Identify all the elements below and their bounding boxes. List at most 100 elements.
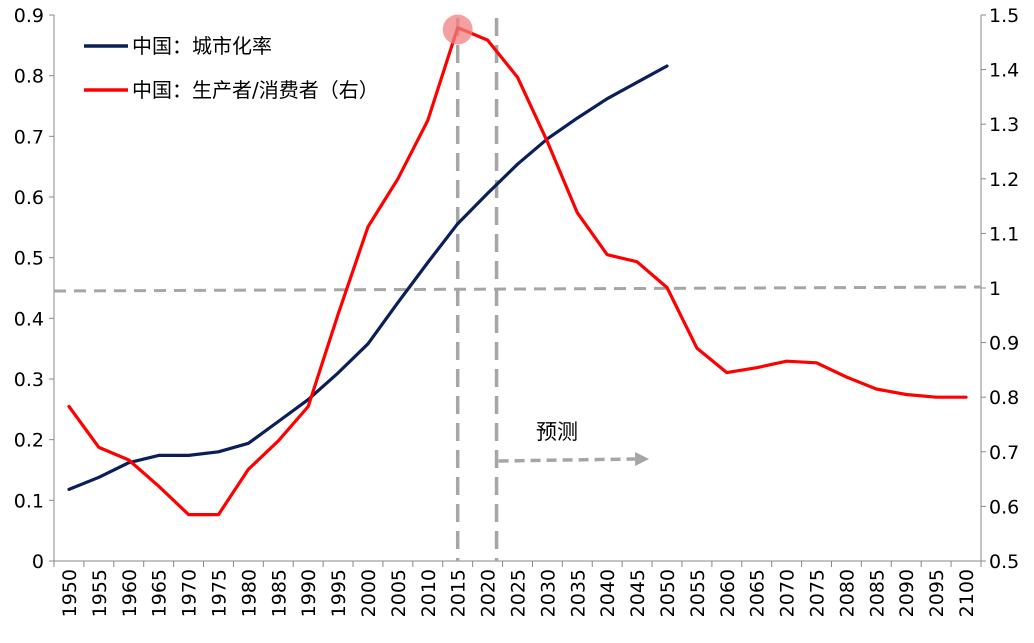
data-point xyxy=(187,454,190,457)
y-left-tick-label: 0.1 xyxy=(14,490,44,512)
reference-lines xyxy=(53,18,982,561)
y-left-tick-label: 0.8 xyxy=(14,66,44,88)
data-point xyxy=(426,261,429,264)
x-tick-label: 2070 xyxy=(777,569,799,617)
forecast-annotation: 预测 xyxy=(498,420,650,466)
y-left-tick-label: 0 xyxy=(32,551,44,573)
data-point xyxy=(426,119,429,122)
data-point xyxy=(665,286,669,289)
axes: 0 0.1 0.2 0.3 0.4 0.5 0.6 0.7 0.8 0.9 0.5 0.6 0.7 0.8… xyxy=(14,5,1019,617)
data-point xyxy=(665,64,669,68)
y-right-tick-label: 0.5 xyxy=(989,551,1019,573)
x-tick-label: 2005 xyxy=(388,569,410,617)
data-point xyxy=(905,393,908,396)
legend-label-urbanization: 中国：城市化率 xyxy=(132,34,272,58)
x-tick-label: 1980 xyxy=(238,569,260,617)
data-point xyxy=(247,442,250,445)
data-point xyxy=(67,488,71,491)
y-left-tick-label: 0.4 xyxy=(14,308,44,330)
x-tick-label: 1970 xyxy=(179,569,201,617)
y-left-tick-label: 0.3 xyxy=(14,369,44,391)
x-tick-label: 2095 xyxy=(926,569,948,617)
y-right-tick-label: 0.6 xyxy=(989,496,1019,518)
data-point xyxy=(67,405,71,408)
data-point xyxy=(366,225,370,229)
x-tick-label: 1985 xyxy=(268,569,290,617)
data-point xyxy=(964,396,968,399)
y-left-tick-label: 0.9 xyxy=(14,5,44,27)
forecast-arrow-line xyxy=(498,457,636,463)
data-point xyxy=(635,81,639,84)
data-point xyxy=(546,140,549,143)
x-tick-label: 1960 xyxy=(119,569,141,617)
y-left-tick-label: 0.2 xyxy=(14,430,44,452)
data-point xyxy=(97,446,101,449)
y-left-tick-label: 0.5 xyxy=(14,248,44,270)
forecast-arrow-head xyxy=(635,451,650,466)
data-point xyxy=(277,439,280,443)
x-tick-label: 1965 xyxy=(149,569,171,617)
data-point xyxy=(366,342,370,346)
data-point xyxy=(576,116,579,120)
y-left-tick-label: 0.7 xyxy=(14,126,44,148)
x-tick-label: 1995 xyxy=(328,569,350,617)
data-point xyxy=(934,396,938,399)
x-tick-label: 2055 xyxy=(687,569,709,617)
data-point xyxy=(516,163,519,166)
x-tick-label: 2085 xyxy=(866,569,888,617)
data-point xyxy=(247,468,250,471)
data-point xyxy=(217,450,220,453)
data-point xyxy=(306,405,310,408)
data-point xyxy=(606,253,609,256)
data-point xyxy=(277,420,280,423)
forecast-label: 预测 xyxy=(536,420,578,444)
data-point xyxy=(486,38,489,42)
data-point xyxy=(187,513,190,516)
data-point xyxy=(516,76,519,79)
x-tick-label: 2080 xyxy=(836,569,858,617)
data-point xyxy=(875,387,878,391)
x-tick-label: 1975 xyxy=(208,569,230,617)
x-tick-label: 2050 xyxy=(657,569,679,617)
x-tick-label: 1950 xyxy=(59,569,81,617)
data-point xyxy=(576,211,579,214)
ref-line-horizontal xyxy=(53,285,982,293)
y-right-tick-label: 0.9 xyxy=(989,333,1019,355)
x-tick-label: 2060 xyxy=(717,569,739,617)
y-left-tick-label: 0.6 xyxy=(14,187,44,209)
y-right-tick-label: 1.1 xyxy=(989,223,1019,245)
legend-label-producer-consumer: 中国：生产者/消费者（右） xyxy=(132,78,379,102)
data-point xyxy=(336,313,340,316)
data-point xyxy=(845,375,848,379)
data-point xyxy=(635,260,639,263)
data-point xyxy=(127,458,130,462)
y-right-tick-label: 1.3 xyxy=(989,114,1019,136)
data-point xyxy=(606,97,609,100)
data-point xyxy=(755,366,758,369)
data-point xyxy=(157,454,160,457)
x-tick-label: 2010 xyxy=(418,569,440,617)
data-point xyxy=(97,476,101,479)
y-right-tick-label: 1.2 xyxy=(989,169,1019,191)
data-point xyxy=(217,513,220,516)
data-point xyxy=(336,371,340,375)
x-tick-label: 2100 xyxy=(956,569,978,617)
x-tick-label: 2020 xyxy=(478,569,500,617)
series-layer xyxy=(67,14,968,517)
x-tick-label: 2065 xyxy=(747,569,769,617)
data-point xyxy=(396,301,400,304)
data-point xyxy=(486,192,489,195)
y-right-tick-label: 0.8 xyxy=(989,387,1019,409)
x-tick-label: 1990 xyxy=(298,569,320,617)
data-point xyxy=(815,361,818,365)
x-tick-label: 2000 xyxy=(358,569,380,617)
x-tick-label: 2015 xyxy=(448,569,470,617)
peak-highlight-marker xyxy=(442,14,473,45)
y-right-tick-label: 1.4 xyxy=(989,60,1019,82)
data-point xyxy=(785,359,788,363)
data-point xyxy=(157,484,160,488)
y-right-tick-label: 1 xyxy=(989,278,1001,300)
data-point xyxy=(456,222,459,225)
